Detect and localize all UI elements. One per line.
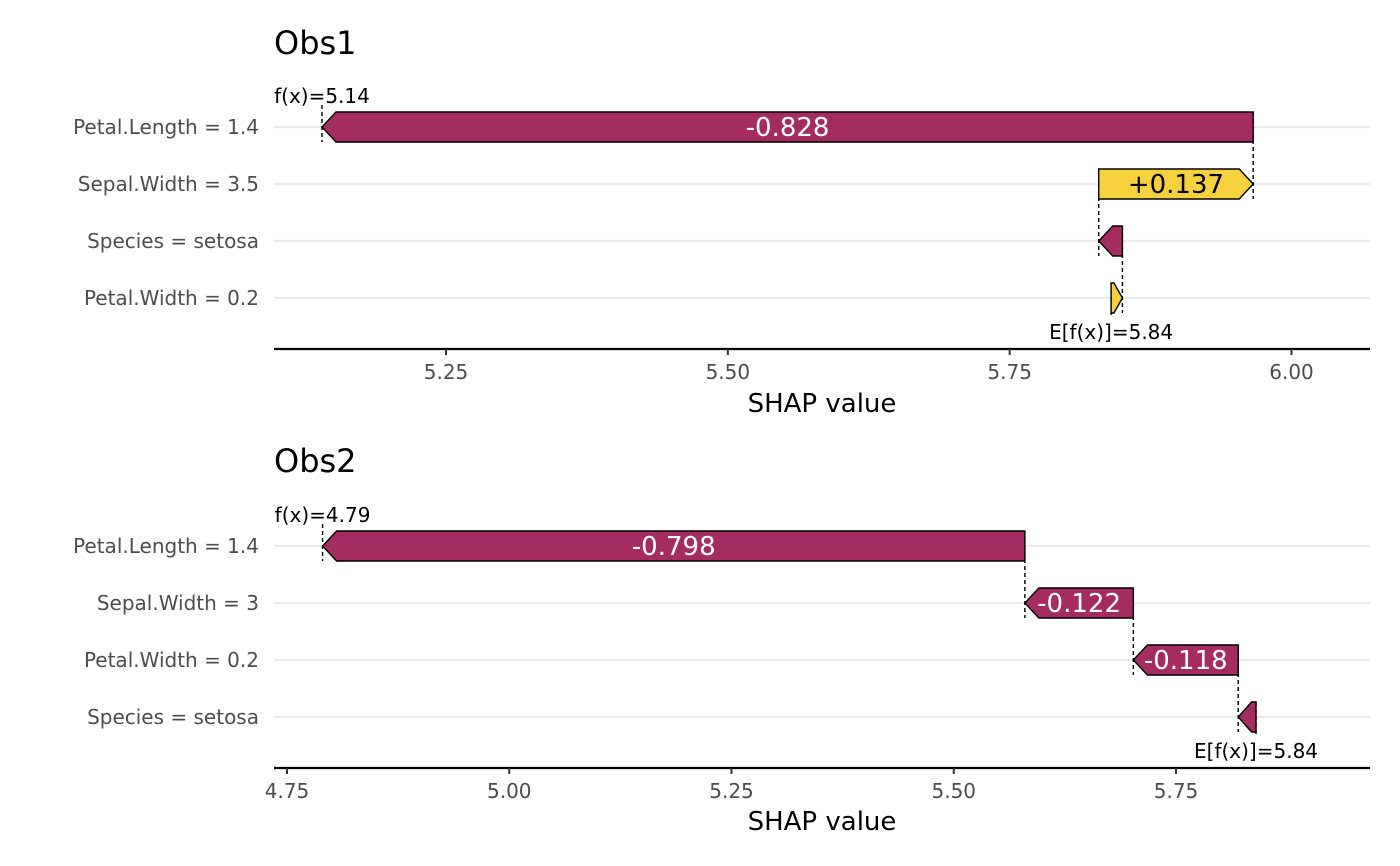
feature-label: Sepal.Width = 3.5 [78, 172, 259, 196]
x-tick-label: 5.75 [1154, 779, 1199, 803]
panel-obs2: Obs2 Petal.Length = 1.4 Sepal.Width = 3 Pet… [73, 442, 1370, 837]
feature-label: Petal.Length = 1.4 [73, 534, 259, 558]
negative-shap-bar [1023, 587, 1135, 619]
panel-obs1: Obs1 Petal.Length = 1.4 Sepal.Width = 3.5 S… [73, 24, 1370, 419]
negative-shap-bar [1237, 701, 1257, 733]
efx-annotation: E[f(x)]=5.84 [1194, 739, 1318, 763]
x-tick-label: 5.25 [424, 360, 469, 384]
x-tick-label: 4.75 [265, 779, 310, 803]
feature-label: Species = setosa [87, 705, 259, 729]
bar-value-label: -0.118 [1144, 646, 1228, 676]
panel-title: Obs1 [274, 24, 357, 62]
positive-shap-bar [1098, 168, 1255, 200]
x-tick-label: 5.00 [487, 779, 532, 803]
x-tick-label: 5.75 [987, 360, 1032, 384]
feature-label: Petal.Width = 0.2 [84, 648, 259, 672]
feature-label: Species = setosa [87, 229, 259, 253]
x-axis-title: SHAP value [748, 807, 897, 837]
feature-label: Petal.Width = 0.2 [84, 286, 259, 310]
x-axis-title: SHAP value [748, 389, 897, 419]
positive-shap-bar [1110, 282, 1124, 314]
bar-value-label: -0.122 [1037, 589, 1121, 619]
negative-shap-bar [321, 111, 1254, 143]
feature-label: Sepal.Width = 3 [97, 591, 259, 615]
bar-value-label: -0.798 [632, 532, 716, 562]
fx-annotation: f(x)=5.14 [274, 84, 370, 108]
x-tick-label: 5.50 [931, 779, 976, 803]
x-tick-label: 5.25 [709, 779, 754, 803]
panel-title: Obs2 [274, 442, 357, 480]
negative-shap-bar [1132, 644, 1239, 676]
bar-value-label: +0.137 [1128, 170, 1224, 200]
bar-value-label: -0.828 [746, 113, 830, 143]
x-tick-label: 6.00 [1269, 360, 1314, 384]
feature-label: Petal.Length = 1.4 [73, 115, 259, 139]
negative-shap-bar [1097, 225, 1124, 257]
x-tick-label: 5.50 [706, 360, 751, 384]
negative-shap-bar [321, 530, 1026, 562]
fx-annotation: f(x)=4.79 [275, 503, 371, 527]
efx-annotation: E[f(x)]=5.84 [1049, 320, 1173, 344]
